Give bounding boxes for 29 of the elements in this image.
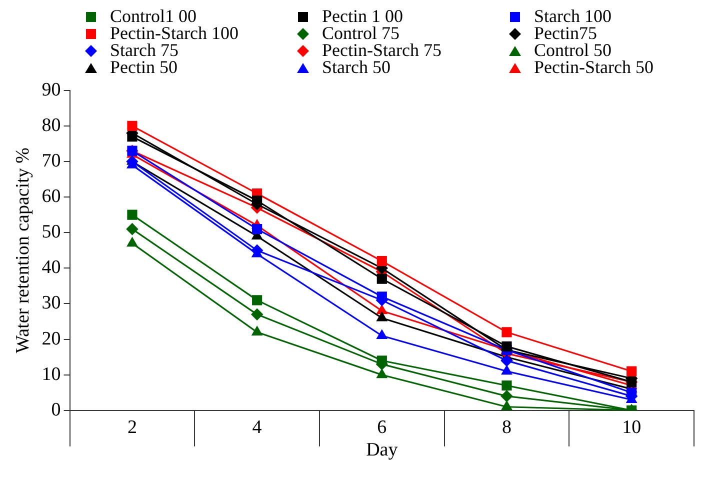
x-tick-label: 2 (127, 416, 137, 438)
legend-label: Pectin 1 00 (322, 6, 403, 26)
legend-label: Starch 75 (110, 40, 178, 60)
y-axis-title: Water retention capacity % (12, 147, 34, 354)
y-tick-label: 50 (42, 222, 61, 243)
x-tick-label: 10 (622, 416, 642, 438)
y-tick-label: 80 (42, 114, 61, 136)
x-axis-title: Day (366, 440, 398, 461)
y-tick-label: 60 (42, 186, 61, 208)
legend-label: Pectin-Starch 100 (110, 23, 238, 43)
legend-label: Control 75 (322, 23, 400, 43)
legend-label: Starch 50 (322, 57, 390, 77)
legend-label: Pectin 50 (110, 57, 178, 77)
legend-label: Control 50 (534, 40, 612, 60)
y-tick-label: 70 (42, 150, 61, 172)
x-tick-label: 8 (502, 416, 512, 438)
y-tick-label: 90 (42, 79, 61, 100)
legend-label: Pectin75 (534, 23, 597, 43)
y-tick-label: 30 (42, 292, 61, 314)
y-tick-label: 0 (51, 399, 61, 420)
legend-label: Pectin-Starch 75 (322, 40, 442, 60)
y-tick-label: 10 (42, 364, 61, 385)
x-tick-label: 6 (377, 416, 387, 438)
legend-label: Starch 100 (534, 6, 612, 26)
y-tick-label: 40 (42, 257, 61, 278)
legend-label: Pectin-Starch 50 (534, 57, 654, 77)
y-tick-label: 20 (42, 328, 61, 350)
legend-label: Control1 00 (110, 6, 197, 26)
x-tick-label: 4 (252, 416, 262, 438)
